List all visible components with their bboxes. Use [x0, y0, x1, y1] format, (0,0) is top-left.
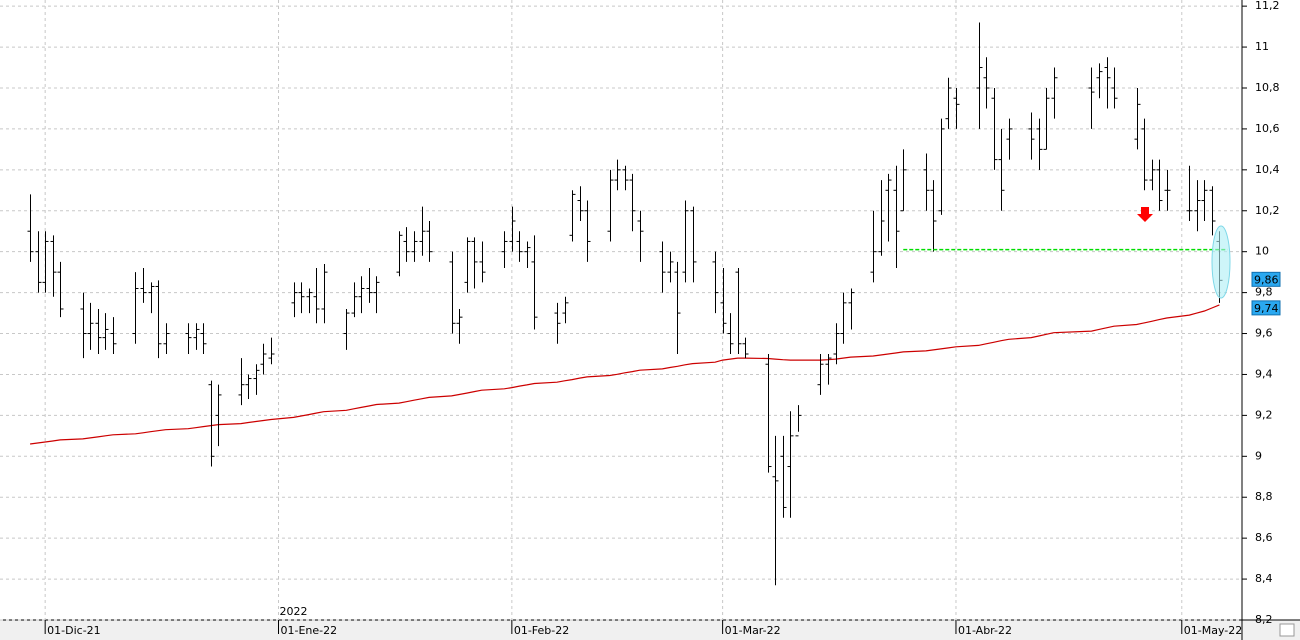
y-tick-label: 8,8	[1255, 490, 1273, 503]
price-tag	[1251, 300, 1281, 316]
x-tick-label: 01-Abr-22	[958, 624, 1012, 637]
down-arrow	[1137, 207, 1153, 222]
y-tick-label: 8,4	[1255, 572, 1273, 585]
highlight	[1211, 225, 1231, 299]
x-tick-label: 01-Feb-22	[514, 624, 569, 637]
y-tick-label: 9,4	[1255, 367, 1273, 380]
x-tick-label: 01-Mar-22	[725, 624, 781, 637]
y-tick-label: 9,8	[1255, 286, 1273, 299]
x-tick-label: 01-Dic-21	[47, 624, 101, 637]
x-axis-strip	[0, 620, 1300, 640]
y-tick-label: 10,4	[1255, 163, 1280, 176]
year-label: 2022	[280, 605, 308, 618]
x-tick-label: 01-Ene-22	[281, 624, 338, 637]
y-tick-label: 11	[1255, 40, 1269, 53]
price-tag	[1251, 271, 1281, 287]
y-tick-label: 11,2	[1255, 0, 1280, 12]
y-tick-label: 9	[1255, 449, 1262, 462]
grid	[0, 0, 1247, 634]
price-tag-label: 9,74	[1254, 302, 1279, 315]
moving-average	[30, 304, 1220, 445]
plot	[27, 22, 1228, 586]
y-tick-label: 9,6	[1255, 327, 1273, 340]
logo	[1279, 623, 1295, 637]
y-tick-label: 10,2	[1255, 204, 1280, 217]
x-tick-label: 01-May-22	[1184, 624, 1242, 637]
y-tick-label: 8,2	[1255, 613, 1273, 626]
y-tick-label: 10,6	[1255, 122, 1280, 135]
price-tag-label: 9,86	[1254, 273, 1279, 286]
y-tick-label: 10,8	[1255, 81, 1280, 94]
y-tick-label: 9,2	[1255, 408, 1273, 421]
y-tick-label: 10	[1255, 245, 1269, 258]
y-tick-label: 8,6	[1255, 531, 1273, 544]
